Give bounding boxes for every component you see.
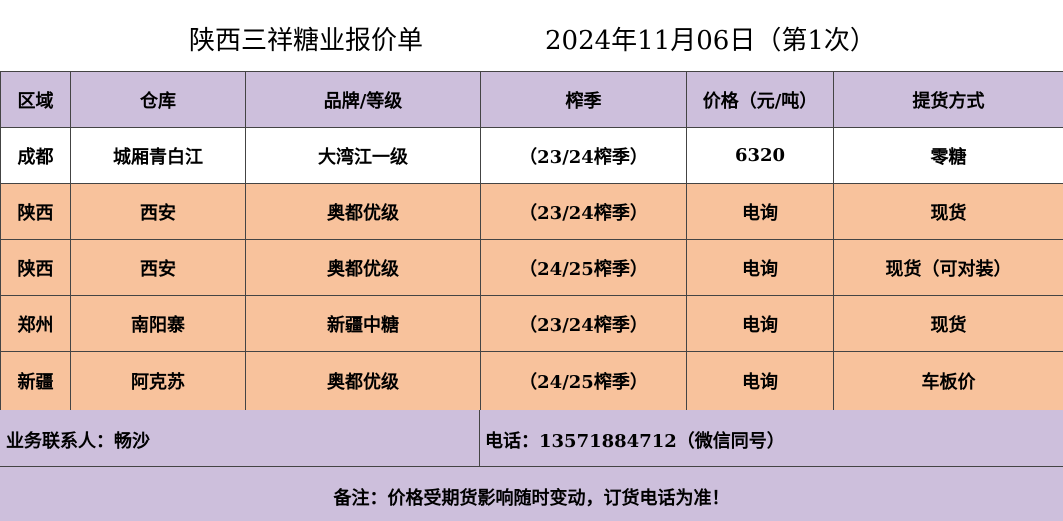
table-row: 新疆 阿克苏 奥都优级 （24/25榨季） 电询 车板价 <box>0 351 1063 411</box>
cell-region: 郑州 <box>0 295 71 352</box>
note-row: 备注：价格受期货影响随时变动，订货电话为准！ <box>0 467 1063 521</box>
sheet-date: 2024年11月06日（第1次） <box>545 26 876 56</box>
contact-row: 业务联系人：畅沙 电话：13571884712（微信同号） <box>0 410 1063 467</box>
cell-warehouse: 阿克苏 <box>70 351 246 411</box>
cell-price: 电询 <box>686 351 834 411</box>
cell-season: （23/24榨季） <box>480 127 687 184</box>
cell-warehouse: 西安 <box>70 239 246 296</box>
cell-brand-grade: 新疆中糖 <box>245 295 481 352</box>
table-header-row: 区域 仓库 品牌/等级 榨季 价格（元/吨） 提货方式 <box>0 71 1063 128</box>
title-row: 陕西三祥糖业报价单 2024年11月06日（第1次） <box>0 0 1063 72</box>
cell-season: （24/25榨季） <box>480 239 687 296</box>
header-season: 榨季 <box>480 71 687 128</box>
cell-delivery: 车板价 <box>833 351 1063 411</box>
price-note: 备注：价格受期货影响随时变动，订货电话为准！ <box>333 488 730 509</box>
table-row: 陕西 西安 奥都优级 （23/24榨季） 电询 现货 <box>0 183 1063 240</box>
contact-phone: 电话：13571884712（微信同号） <box>485 431 785 452</box>
cell-delivery: 现货 <box>833 295 1063 352</box>
cell-brand-grade: 奥都优级 <box>245 351 481 411</box>
price-table: 区域 仓库 品牌/等级 榨季 价格（元/吨） 提货方式 成都 城厢青白江 大湾江… <box>0 71 1063 411</box>
header-delivery: 提货方式 <box>833 71 1063 128</box>
cell-region: 陕西 <box>0 183 71 240</box>
cell-delivery: 现货 <box>833 183 1063 240</box>
cell-price: 电询 <box>686 183 834 240</box>
table-row: 郑州 南阳寨 新疆中糖 （23/24榨季） 电询 现货 <box>0 295 1063 352</box>
contact-divider <box>479 410 480 466</box>
sheet-title: 陕西三祥糖业报价单 <box>189 26 424 56</box>
cell-price: 6320 <box>686 127 834 184</box>
header-warehouse: 仓库 <box>70 71 246 128</box>
cell-brand-grade: 奥都优级 <box>245 239 481 296</box>
cell-warehouse: 城厢青白江 <box>70 127 246 184</box>
header-price: 价格（元/吨） <box>686 71 834 128</box>
cell-region: 新疆 <box>0 351 71 411</box>
cell-region: 陕西 <box>0 239 71 296</box>
cell-warehouse: 南阳寨 <box>70 295 246 352</box>
cell-season: （24/25榨季） <box>480 351 687 411</box>
header-brand-grade: 品牌/等级 <box>245 71 481 128</box>
cell-region: 成都 <box>0 127 71 184</box>
table-row: 成都 城厢青白江 大湾江一级 （23/24榨季） 6320 零糖 <box>0 127 1063 184</box>
table-row: 陕西 西安 奥都优级 （24/25榨季） 电询 现货（可对装） <box>0 239 1063 296</box>
cell-season: （23/24榨季） <box>480 295 687 352</box>
cell-brand-grade: 大湾江一级 <box>245 127 481 184</box>
cell-brand-grade: 奥都优级 <box>245 183 481 240</box>
cell-season: （23/24榨季） <box>480 183 687 240</box>
cell-delivery: 零糖 <box>833 127 1063 184</box>
contact-person: 业务联系人：畅沙 <box>6 431 150 452</box>
cell-delivery: 现货（可对装） <box>833 239 1063 296</box>
cell-price: 电询 <box>686 295 834 352</box>
cell-warehouse: 西安 <box>70 183 246 240</box>
header-region: 区域 <box>0 71 71 128</box>
cell-price: 电询 <box>686 239 834 296</box>
